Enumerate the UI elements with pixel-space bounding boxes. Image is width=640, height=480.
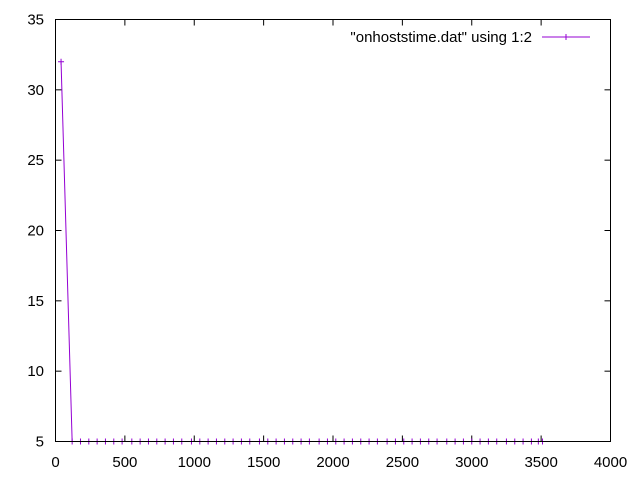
y-tick-label: 15	[27, 293, 44, 310]
legend-marker	[563, 34, 569, 40]
x-tick-label: 0	[51, 454, 59, 471]
x-tick-label: 2500	[386, 454, 419, 471]
y-tick-label: 20	[27, 223, 44, 240]
legend-label: "onhoststime.dat" using 1:2	[350, 29, 532, 46]
series-group	[58, 58, 546, 445]
x-tick-label: 2000	[316, 454, 349, 471]
y-tick-label: 25	[27, 152, 44, 169]
x-tick-label: 1500	[247, 454, 280, 471]
plot-frame	[55, 19, 611, 442]
x-tick-label: 4000	[594, 454, 627, 471]
axis-ticks	[55, 19, 611, 442]
data-point	[58, 58, 65, 65]
x-tick-label: 3000	[455, 454, 488, 471]
x-tick-label: 3500	[524, 454, 557, 471]
y-tick-label: 5	[36, 434, 44, 451]
y-tick-label: 35	[27, 12, 44, 29]
x-tick-label: 1000	[178, 454, 211, 471]
y-tick-label: 30	[27, 82, 44, 99]
series-line	[60, 61, 543, 442]
legend-marker-glyph	[563, 34, 569, 40]
legend: "onhoststime.dat" using 1:2	[350, 29, 590, 46]
tick-labels: 0 500 1000 1500 2000 2500 3000 3500 4000 5 10 15 20 2…	[27, 12, 627, 472]
y-tick-label: 10	[27, 363, 44, 380]
x-tick-label: 500	[112, 454, 137, 471]
